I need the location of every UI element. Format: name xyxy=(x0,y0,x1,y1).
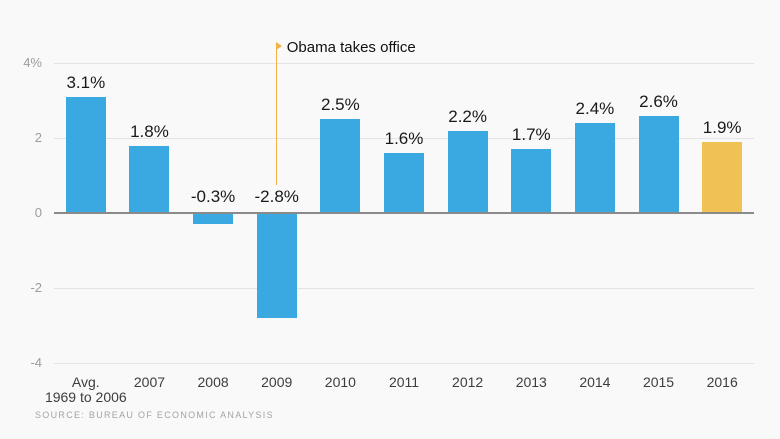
bar xyxy=(638,115,679,213)
bar-value-label: 1.8% xyxy=(130,121,169,141)
bar xyxy=(384,153,424,213)
bar-value-label: -2.8% xyxy=(254,187,299,206)
source-note: SOURCE: BUREAU OF ECONOMIC ANALYSIS xyxy=(35,410,274,420)
x-axis-category-label: 2016 xyxy=(706,374,738,390)
bar-value-label: 3.1% xyxy=(66,72,106,92)
bar xyxy=(702,141,743,213)
bar xyxy=(574,123,615,213)
gridline xyxy=(54,288,754,289)
bar xyxy=(256,213,297,318)
gridline xyxy=(54,138,754,139)
x-axis-category-label: Avg. 1969 to 2006 xyxy=(44,374,127,405)
zero-line xyxy=(54,212,754,214)
y-axis-tick-label: 0 xyxy=(34,205,42,220)
bar xyxy=(193,213,234,225)
y-axis-tick-label: -4 xyxy=(30,355,42,370)
gridline xyxy=(54,63,754,64)
bar xyxy=(511,149,552,213)
bar-value-label: -0.3% xyxy=(190,187,236,206)
x-axis-category-label: 2015 xyxy=(642,374,675,390)
bar xyxy=(129,145,170,213)
bar xyxy=(447,130,488,213)
x-axis-category-label: 2010 xyxy=(324,374,356,390)
bar xyxy=(65,96,106,213)
y-axis-tick-label: 2 xyxy=(34,130,42,145)
annotation-line xyxy=(275,46,278,185)
bar-value-label: 2.6% xyxy=(639,91,678,111)
bar-value-label: 1.6% xyxy=(384,129,424,148)
annotation-arrow-icon xyxy=(275,42,282,50)
x-axis-category-label: 2012 xyxy=(452,374,484,390)
x-axis-category-label: 2011 xyxy=(388,374,420,390)
x-axis-category-label: 2007 xyxy=(133,374,166,390)
bar-value-label: 2.5% xyxy=(320,95,360,115)
annotation-label: Obama takes office xyxy=(286,39,416,56)
x-axis-category-label: 2014 xyxy=(579,374,611,390)
gridline xyxy=(54,363,754,364)
x-axis-category-label: 2008 xyxy=(197,374,229,390)
bar-value-label: 2.4% xyxy=(575,99,615,118)
x-axis-category-label: 2009 xyxy=(261,374,293,390)
bar-value-label: 1.9% xyxy=(702,117,742,137)
y-axis-tick-label: 4% xyxy=(23,55,42,70)
bar-value-label: 1.7% xyxy=(511,125,551,145)
x-axis-category-label: 2013 xyxy=(515,374,547,390)
y-axis-tick-label: -2 xyxy=(30,280,42,295)
bar xyxy=(320,119,361,213)
bar-value-label: 2.2% xyxy=(448,106,487,126)
